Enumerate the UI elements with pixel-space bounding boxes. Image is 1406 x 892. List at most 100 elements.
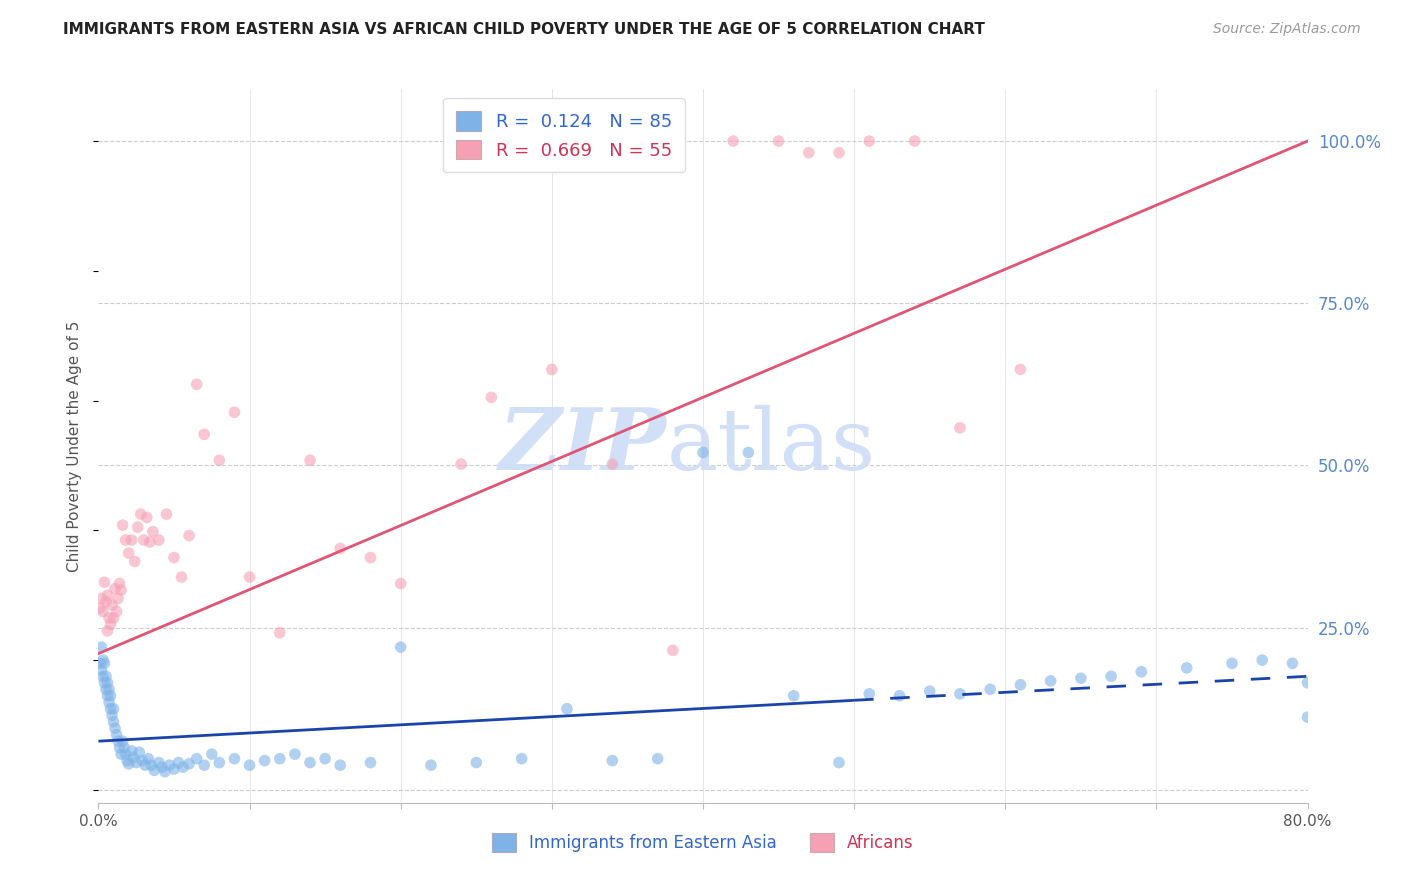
Point	[510, 752, 533, 766]
Point	[239, 570, 262, 584]
Point	[949, 421, 972, 435]
Point	[150, 760, 173, 774]
Point	[127, 520, 149, 534]
Point	[104, 582, 127, 596]
Point	[96, 689, 118, 703]
Point	[269, 752, 291, 766]
Point	[465, 756, 488, 770]
Point	[360, 756, 382, 770]
Point	[889, 689, 911, 703]
Point	[201, 747, 224, 761]
Point	[90, 663, 112, 677]
Point	[555, 702, 578, 716]
Point	[121, 533, 143, 547]
Point	[858, 687, 880, 701]
Point	[1099, 669, 1122, 683]
Point	[208, 756, 231, 770]
Point	[918, 684, 941, 698]
Point	[94, 682, 117, 697]
Point	[114, 747, 136, 761]
Point	[107, 591, 129, 606]
Point	[253, 754, 276, 768]
Point	[129, 507, 152, 521]
Point	[329, 541, 352, 556]
Point	[1296, 710, 1319, 724]
Point	[105, 728, 128, 742]
Point	[108, 576, 131, 591]
Point	[329, 758, 352, 772]
Point	[148, 756, 170, 770]
Point	[661, 643, 683, 657]
Point	[828, 756, 851, 770]
Point	[224, 752, 246, 766]
Point	[208, 453, 231, 467]
Point	[179, 528, 201, 542]
Point	[121, 744, 143, 758]
Point	[450, 457, 472, 471]
Point	[420, 758, 443, 772]
Point	[155, 507, 177, 521]
Point	[828, 145, 851, 160]
Point	[94, 595, 117, 609]
Point	[89, 601, 111, 615]
Point	[103, 702, 125, 716]
Point	[186, 752, 208, 766]
Point	[1251, 653, 1274, 667]
Point	[128, 745, 150, 759]
Point	[314, 752, 336, 766]
Point	[540, 362, 562, 376]
Text: IMMIGRANTS FROM EASTERN ASIA VS AFRICAN CHILD POVERTY UNDER THE AGE OF 5 CORRELA: IMMIGRANTS FROM EASTERN ASIA VS AFRICAN …	[63, 22, 986, 37]
Point	[98, 611, 121, 625]
Point	[1130, 665, 1153, 679]
Point	[96, 624, 118, 638]
Point	[114, 533, 136, 547]
Point	[1175, 661, 1198, 675]
Point	[98, 682, 121, 697]
Point	[143, 764, 166, 778]
Y-axis label: Child Poverty Under the Age of 5: Child Poverty Under the Age of 5	[67, 320, 83, 572]
Point	[163, 550, 186, 565]
Point	[122, 750, 145, 764]
Point	[139, 535, 162, 549]
Point	[132, 533, 155, 547]
Point	[389, 576, 412, 591]
Point	[949, 687, 972, 701]
Point	[134, 758, 156, 772]
Point	[602, 754, 624, 768]
Text: ZIP: ZIP	[499, 404, 666, 488]
Legend: Immigrants from Eastern Asia, Africans: Immigrants from Eastern Asia, Africans	[486, 827, 920, 859]
Point	[131, 754, 153, 768]
Point	[105, 604, 128, 618]
Point	[783, 689, 806, 703]
Text: Source: ZipAtlas.com: Source: ZipAtlas.com	[1213, 22, 1361, 37]
Point	[1281, 657, 1303, 671]
Point	[135, 510, 157, 524]
Point	[737, 445, 759, 459]
Point	[299, 453, 322, 467]
Point	[93, 575, 115, 590]
Point	[239, 758, 262, 772]
Point	[299, 756, 322, 770]
Point	[100, 617, 122, 632]
Point	[768, 134, 790, 148]
Point	[797, 145, 820, 160]
Point	[93, 675, 115, 690]
Point	[148, 533, 170, 547]
Point	[91, 669, 114, 683]
Point	[118, 756, 141, 771]
Point	[481, 390, 503, 404]
Point	[179, 756, 201, 771]
Point	[115, 754, 138, 768]
Point	[269, 625, 291, 640]
Point	[124, 554, 146, 568]
Point	[1220, 657, 1243, 671]
Point	[104, 721, 127, 735]
Point	[1296, 675, 1319, 690]
Point	[90, 591, 112, 606]
Point	[125, 756, 148, 770]
Point	[163, 762, 186, 776]
Point	[193, 427, 215, 442]
Point	[107, 734, 129, 748]
Point	[142, 524, 165, 539]
Point	[389, 640, 412, 654]
